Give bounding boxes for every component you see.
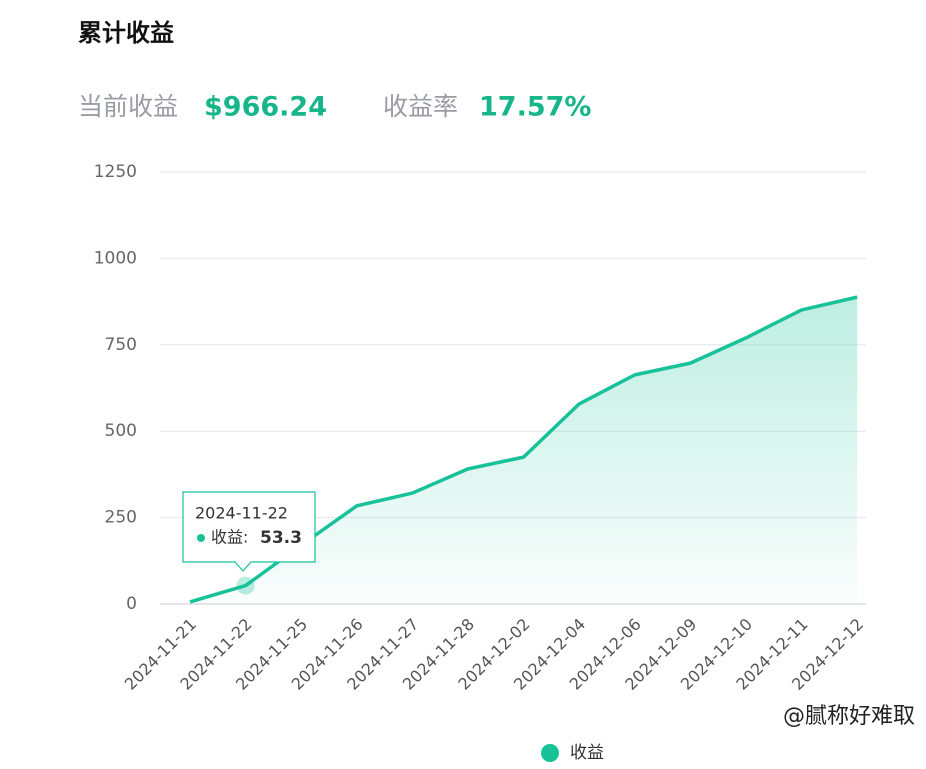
rate-label: 收益率 (383, 92, 458, 121)
y-tick-label: 250 (105, 508, 137, 528)
rate-value: 17.57% (479, 92, 591, 123)
highlight-point (236, 576, 255, 595)
y-tick-label: 750 (105, 335, 137, 355)
legend-marker (541, 744, 559, 762)
tooltip: 2024-11-22 收益: 53.3 (182, 491, 316, 572)
area (190, 297, 858, 604)
y-tick-label: 500 (105, 421, 137, 441)
tooltip-box (182, 491, 316, 572)
y-tick-label: 0 (126, 594, 137, 614)
title: 累计收益 (78, 19, 174, 47)
tooltip-label: 收益: (211, 528, 248, 547)
tooltip-dot (197, 534, 205, 542)
y-tick-label: 1250 (94, 162, 137, 182)
tooltip-value: 53.3 (260, 528, 302, 548)
current-label: 当前收益 (78, 92, 178, 121)
current-value: $966.24 (204, 92, 327, 123)
y-tick-label: 1000 (94, 248, 137, 268)
tooltip-title: 2024-11-22 (195, 504, 288, 523)
legend-label: 收益 (570, 743, 604, 763)
watermark: @腻称好难取 (783, 704, 915, 729)
